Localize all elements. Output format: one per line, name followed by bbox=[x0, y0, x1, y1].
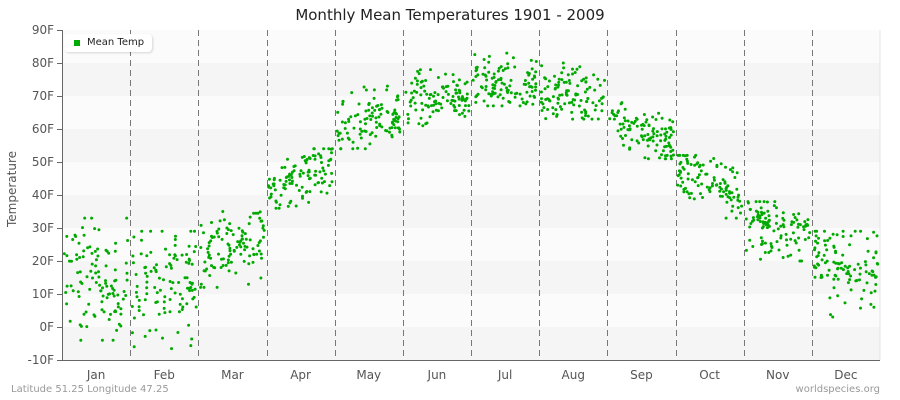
x-tick-label: Dec bbox=[834, 368, 857, 382]
y-tick-label: 10F bbox=[32, 287, 54, 301]
x-axis-ticks: Jan Feb Mar Apr May Jun Jul Aug Sep Oct Nov Dec bbox=[86, 368, 858, 382]
month-separators bbox=[130, 30, 813, 360]
x-tick-label: Jul bbox=[497, 368, 512, 382]
source-credit: worldspecies.org bbox=[795, 384, 880, 395]
chart-title: Monthly Mean Temperatures 1901 - 2009 bbox=[295, 6, 605, 24]
y-tick-label: 50F bbox=[32, 155, 54, 169]
x-tick-label: Jan bbox=[86, 368, 106, 382]
axes bbox=[62, 30, 880, 361]
x-tick-label: May bbox=[356, 368, 381, 382]
x-tick-label: Aug bbox=[562, 368, 585, 382]
x-tick-label: Oct bbox=[699, 368, 720, 382]
y-tick-label: 0F bbox=[39, 320, 54, 334]
legend: Mean Temp bbox=[64, 34, 152, 52]
y-tick-label: 90F bbox=[32, 23, 54, 37]
y-tick-label: -10F bbox=[27, 353, 54, 367]
y-tick-label: 60F bbox=[32, 122, 54, 136]
y-tick-label: 20F bbox=[32, 254, 54, 268]
y-axis-ticks: -10F 0F 10F 20F 30F 40F 50F 60F 70F 80F 90F bbox=[27, 23, 62, 367]
y-tick-label: 30F bbox=[32, 221, 54, 235]
y-tick-label: 80F bbox=[32, 56, 54, 70]
y-tick-label: 40F bbox=[32, 188, 54, 202]
legend-swatch-icon bbox=[74, 40, 80, 46]
x-tick-label: Feb bbox=[154, 368, 175, 382]
data-points bbox=[62, 51, 880, 351]
legend-label: Mean Temp bbox=[87, 37, 145, 48]
x-tick-label: Jun bbox=[427, 368, 447, 382]
x-tick-label: Sep bbox=[630, 368, 653, 382]
location-caption: Latitude 51.25 Longitude 47.25 bbox=[11, 384, 169, 395]
x-tick-label: Apr bbox=[290, 368, 311, 382]
y-tick-label: 70F bbox=[32, 89, 54, 103]
x-tick-label: Nov bbox=[766, 368, 789, 382]
x-tick-label: Mar bbox=[221, 368, 244, 382]
